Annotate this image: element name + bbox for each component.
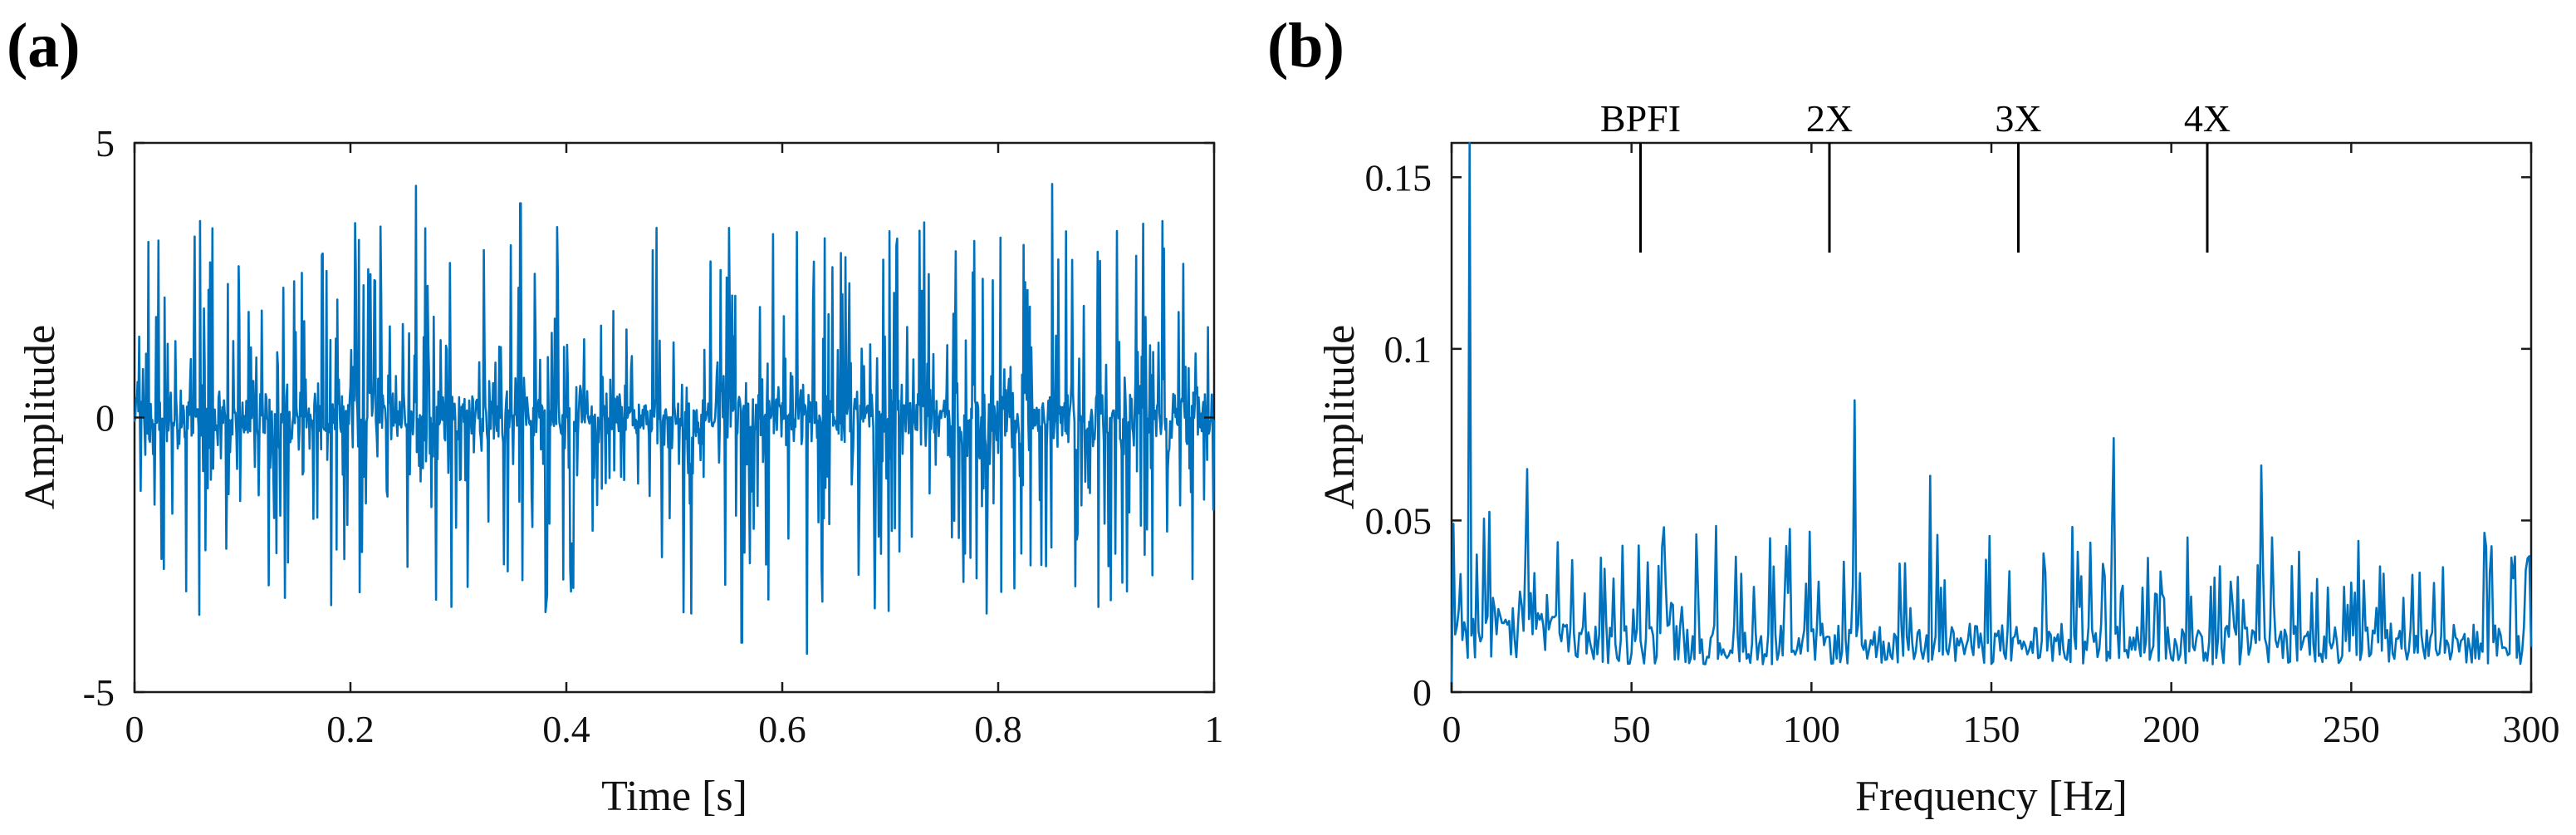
panel-a-xlabel: Time [s] — [601, 773, 747, 820]
panel-a-xtick-label: 0 — [125, 708, 144, 750]
panel-b-ytick-label: 0.15 — [1365, 156, 1432, 199]
fault-marker-label-3x: 3X — [1995, 97, 2041, 140]
panel-b-xlabel: Frequency [Hz] — [1855, 773, 2128, 820]
panel-a-time-signal: (a) 0 0.2 0.4 0.6 0.8 1-505 Time [s] Amplitud… — [7, 11, 1224, 820]
panel-b-xtick-label: 200 — [2143, 708, 2200, 750]
panel-a-xtick-label: 1 — [1205, 708, 1224, 750]
panel-b-xtick-label: 250 — [2323, 708, 2380, 750]
fault-marker-label-bpfi: BPFI — [1600, 97, 1681, 140]
panel-a-ytick-label: 0 — [95, 397, 115, 440]
panel-b-xtick-label: 300 — [2503, 708, 2560, 750]
panel-a-xtick-label: 0.4 — [542, 708, 590, 750]
fault-marker-label-4x: 4X — [2184, 97, 2231, 140]
panel-b-envelope-spectrum: (b) 0 50 100 150 200 250 300 0 0.05 0.1 0.15 BPFI 2… — [1267, 11, 2560, 820]
panel-b-xtick-label: 150 — [1963, 708, 2020, 750]
panel-b-fault-markers: BPFI 2X 3X 4X — [1600, 97, 2231, 253]
panel-a-label: (a) — [7, 11, 81, 81]
panel-a-ytick-label: -5 — [83, 671, 115, 714]
fault-marker-label-2x: 2X — [1806, 97, 1853, 140]
panel-b-xtick-label: 50 — [1613, 708, 1651, 750]
panel-b-xtick-label: 100 — [1783, 708, 1840, 750]
panel-b-ylabel: Amplitude — [1316, 325, 1364, 509]
panel-b-ytick-label: 0.05 — [1365, 499, 1432, 542]
panel-b-spectrum-line — [1450, 141, 2533, 693]
panel-b-label: (b) — [1267, 11, 1344, 81]
panel-a-xtick-label: 0.2 — [326, 708, 375, 750]
panel-a-xtick-label: 0.8 — [974, 708, 1022, 750]
panel-a-ticks: 0 0.2 0.4 0.6 0.8 1-505 — [83, 122, 1224, 750]
panel-b-ytick-label: 0.1 — [1384, 328, 1432, 371]
panel-a-signal-line — [133, 183, 1216, 655]
panel-a-ylabel: Amplitude — [17, 325, 64, 509]
panel-a-xtick-label: 0.6 — [758, 708, 806, 750]
panel-b-xtick-label: 0 — [1442, 708, 1462, 750]
panel-b-ytick-label: 0 — [1413, 671, 1432, 714]
panel-b-ticks: 0 50 100 150 200 250 300 0 0.05 0.1 0.15 — [1365, 143, 2560, 750]
panel-a-ytick-label: 5 — [95, 122, 115, 165]
